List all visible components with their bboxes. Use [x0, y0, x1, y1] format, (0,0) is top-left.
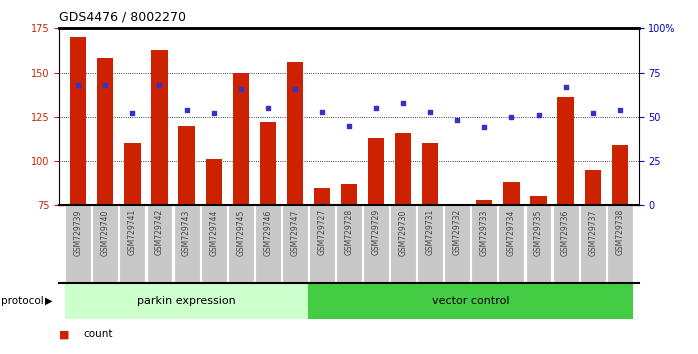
Text: GSM729735: GSM729735	[534, 209, 543, 256]
Text: GSM729727: GSM729727	[318, 209, 327, 256]
Bar	[66, 205, 91, 283]
Bar	[336, 205, 362, 283]
Point	[316, 109, 327, 114]
Text: count: count	[84, 329, 113, 339]
Text: protocol: protocol	[1, 296, 44, 306]
Point	[560, 84, 571, 90]
Point	[452, 118, 463, 123]
Text: GSM729746: GSM729746	[263, 209, 272, 256]
Bar	[445, 205, 470, 283]
Text: GSM729741: GSM729741	[128, 209, 137, 256]
Text: parkin expression: parkin expression	[138, 296, 236, 306]
Point	[73, 82, 84, 88]
Bar	[309, 205, 335, 283]
Bar	[205, 159, 222, 205]
Text: GSM729733: GSM729733	[480, 209, 489, 256]
Bar	[526, 205, 551, 283]
Bar	[260, 122, 276, 205]
Point	[371, 105, 382, 111]
Bar	[579, 205, 606, 283]
Point	[614, 107, 625, 113]
Bar	[124, 143, 140, 205]
Text: GSM729728: GSM729728	[345, 209, 353, 255]
Point	[181, 107, 192, 113]
Bar	[471, 205, 498, 283]
Bar	[553, 205, 579, 283]
Bar	[503, 182, 519, 205]
Point	[398, 100, 409, 105]
Bar	[417, 205, 443, 283]
Point	[154, 82, 165, 88]
Text: GSM729742: GSM729742	[155, 209, 164, 256]
Point	[100, 82, 111, 88]
Bar	[611, 145, 628, 205]
Bar	[228, 205, 253, 283]
Text: ■: ■	[59, 329, 70, 339]
Text: GDS4476 / 8002270: GDS4476 / 8002270	[59, 11, 186, 24]
Bar	[558, 97, 574, 205]
Point	[235, 86, 246, 91]
Bar	[174, 205, 200, 283]
Point	[289, 86, 300, 91]
Text: GSM729740: GSM729740	[101, 209, 110, 256]
Text: GSM729744: GSM729744	[209, 209, 218, 256]
Text: GSM729732: GSM729732	[453, 209, 462, 256]
Bar	[282, 205, 308, 283]
Text: GSM729739: GSM729739	[74, 209, 83, 256]
Bar	[450, 204, 466, 205]
Bar	[390, 205, 416, 283]
Text: GSM729743: GSM729743	[182, 209, 191, 256]
Bar	[530, 196, 547, 205]
Text: vector control: vector control	[432, 296, 510, 306]
Text: ▶: ▶	[45, 296, 52, 306]
Text: GSM729734: GSM729734	[507, 209, 516, 256]
Bar	[584, 170, 601, 205]
Bar	[607, 205, 632, 283]
Bar	[179, 126, 195, 205]
Text: GSM729731: GSM729731	[426, 209, 435, 256]
Bar	[119, 205, 145, 283]
Point	[343, 123, 355, 129]
Bar	[498, 205, 524, 283]
Text: GSM729747: GSM729747	[290, 209, 299, 256]
Bar	[97, 58, 114, 205]
Bar	[65, 283, 309, 319]
Point	[533, 112, 544, 118]
Bar	[147, 205, 172, 283]
Point	[208, 110, 219, 116]
Text: GSM729736: GSM729736	[561, 209, 570, 256]
Bar	[363, 205, 389, 283]
Bar	[232, 73, 248, 205]
Point	[506, 114, 517, 120]
Point	[262, 105, 274, 111]
Text: GSM729745: GSM729745	[236, 209, 245, 256]
Bar	[341, 184, 357, 205]
Point	[587, 110, 598, 116]
Bar	[309, 283, 633, 319]
Bar	[255, 205, 281, 283]
Bar	[395, 133, 411, 205]
Bar	[422, 143, 438, 205]
Point	[127, 110, 138, 116]
Point	[424, 109, 436, 114]
Text: GSM729737: GSM729737	[588, 209, 597, 256]
Bar	[92, 205, 119, 283]
Bar	[287, 62, 303, 205]
Bar	[476, 200, 493, 205]
Text: GSM729738: GSM729738	[615, 209, 624, 256]
Text: GSM729729: GSM729729	[371, 209, 380, 256]
Point	[479, 125, 490, 130]
Bar	[70, 37, 87, 205]
Text: GSM729730: GSM729730	[399, 209, 408, 256]
Bar	[368, 138, 384, 205]
Bar	[200, 205, 227, 283]
Bar	[151, 50, 168, 205]
Bar	[314, 188, 330, 205]
